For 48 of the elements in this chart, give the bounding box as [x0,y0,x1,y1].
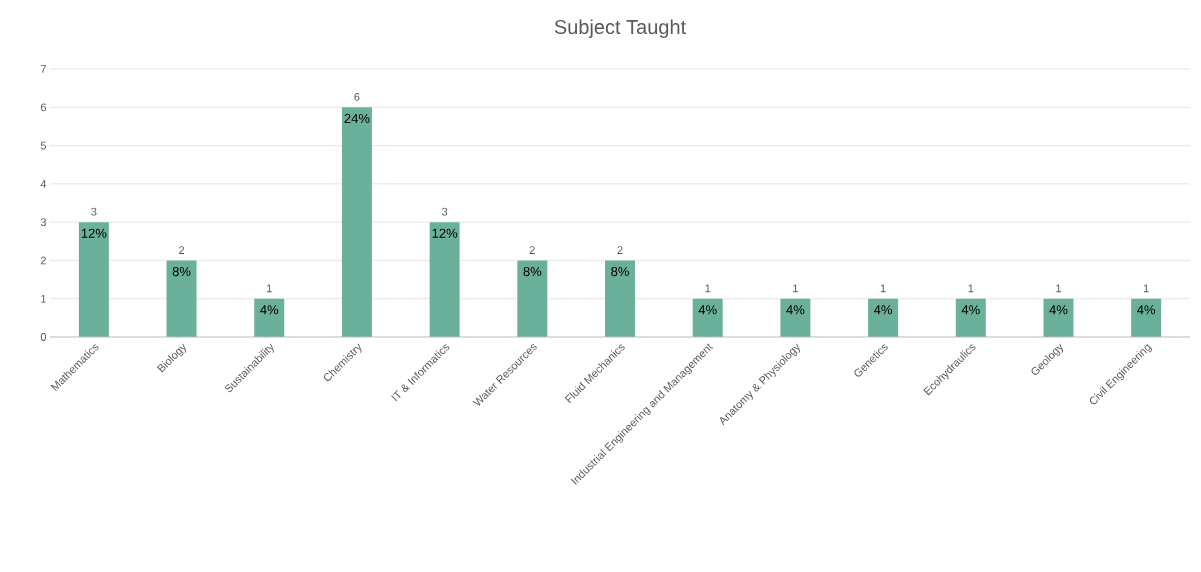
bar [868,298,899,337]
bar [254,298,285,337]
data-label: 1 [705,284,711,293]
data-label: 1 [1056,284,1061,293]
annotation: 4% [786,305,805,315]
data-label: 1 [1143,284,1149,293]
bar [605,260,636,337]
annotation: 8% [172,266,191,277]
annotation: 4% [1049,305,1068,315]
annotation: 4% [260,305,279,315]
bar [78,222,109,337]
y-tick-label: 4 [40,180,47,188]
data-label: 1 [267,284,272,293]
bar [517,260,548,337]
data-label: 1 [793,284,798,293]
data-label: 6 [354,92,360,101]
bar [429,222,460,337]
data-label: 3 [441,207,448,216]
annotation: 12% [81,228,107,238]
annotation: 24% [344,113,370,123]
bar [780,298,811,337]
y-tick-label: 7 [40,65,46,73]
bar [955,298,986,337]
annotation: 4% [1137,305,1156,315]
bar [341,107,372,337]
y-tick-label: 1 [41,294,46,303]
annotation: 4% [698,305,717,315]
data-label: 1 [968,284,974,293]
chart-title: Subject Taught [554,19,686,39]
data-label: 2 [529,246,535,254]
annotation: 8% [611,266,629,277]
bar [1043,298,1074,337]
annotation: 12% [432,228,458,238]
data-label: 2 [617,246,623,254]
y-tick-label: 2 [40,256,46,265]
annotation: 4% [961,305,980,315]
bar [1131,298,1162,337]
annotation: 4% [873,305,893,315]
data-label: 2 [179,246,185,254]
y-tick-label: 5 [40,141,47,150]
y-tick-label: 6 [40,103,46,112]
y-tick-label: 0 [40,333,47,341]
bar [692,298,723,337]
y-tick-label: 3 [40,218,46,227]
data-label: 3 [91,207,97,216]
bar [166,260,197,337]
annotation: 8% [523,266,542,277]
data-label: 1 [880,284,886,293]
